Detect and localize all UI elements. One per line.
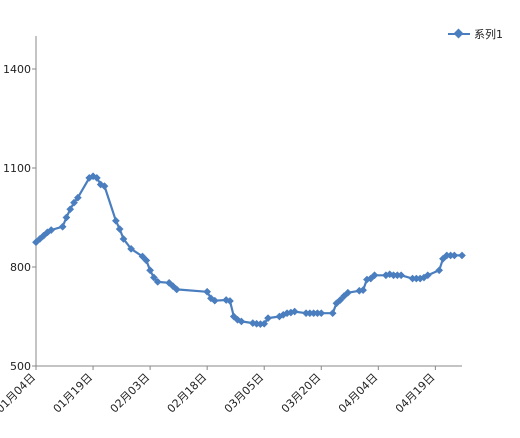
data-point-marker — [92, 173, 101, 182]
data-point-marker — [62, 213, 71, 222]
data-point-marker — [423, 271, 432, 280]
x-tick-label: 02月18日 — [165, 371, 210, 416]
data-point-marker — [264, 314, 272, 323]
data-point-marker — [111, 216, 120, 225]
legend: 系列1 — [448, 27, 503, 41]
data-point-marker — [149, 273, 158, 282]
data-point-marker — [138, 252, 147, 261]
y-tick-label: 1400 — [3, 63, 31, 76]
data-point-marker — [142, 256, 151, 265]
data-point-marker — [237, 317, 246, 326]
data-point-marker — [435, 266, 444, 275]
data-point-marker — [165, 278, 174, 287]
y-tick-label: 800 — [10, 261, 31, 274]
x-axis: 01月04日 01月19日 02月03日 02月18日 03月05日 03月20日 04月0… — [0, 365, 462, 416]
data-point-marker — [100, 182, 109, 191]
data-point-marker — [370, 271, 379, 280]
data-point-marker — [153, 277, 162, 286]
y-axis: 500 800 1100 1400 — [3, 36, 37, 373]
data-point-marker — [233, 315, 242, 324]
x-tick-label: 01月04日 — [0, 371, 38, 416]
x-tick-label: 04月19日 — [393, 371, 438, 416]
data-point-marker — [328, 309, 337, 318]
data-point-marker — [210, 296, 219, 305]
y-tick-label: 500 — [10, 360, 31, 373]
data-point-marker — [66, 205, 75, 214]
data-point-marker — [73, 193, 82, 202]
data-point-marker — [317, 309, 326, 318]
data-point-marker — [146, 266, 155, 275]
data-point-marker — [290, 307, 299, 316]
data-point-marker — [119, 234, 128, 243]
data-point-marker — [260, 319, 269, 328]
data-point-marker — [359, 286, 368, 295]
data-point-marker — [450, 251, 459, 260]
data-point-marker — [47, 226, 56, 234]
data-point-marker — [115, 225, 124, 234]
data-point-marker — [203, 287, 212, 296]
x-tick-label: 04月04日 — [336, 371, 381, 416]
y-tick-label: 1100 — [3, 162, 31, 175]
series-line — [35, 175, 462, 326]
data-point-marker — [226, 297, 234, 305]
data-point-marker — [89, 172, 98, 181]
data-point-marker — [343, 288, 352, 297]
data-point-marker — [172, 285, 181, 294]
series-layer — [32, 172, 466, 329]
x-tick-label: 01月19日 — [51, 371, 96, 416]
x-tick-label: 02月03日 — [108, 371, 153, 416]
data-point-marker — [127, 244, 136, 253]
data-point-marker — [397, 271, 406, 280]
data-point-marker — [458, 251, 466, 260]
x-tick-label: 03月20日 — [279, 371, 324, 416]
data-point-marker — [70, 198, 78, 207]
data-point-marker — [58, 222, 67, 231]
legend-diamond-icon — [453, 28, 464, 39]
legend-label: 系列1 — [474, 27, 503, 41]
data-point-marker — [336, 296, 345, 304]
data-point-marker — [207, 294, 215, 303]
x-tick-label: 03月05日 — [222, 371, 267, 416]
